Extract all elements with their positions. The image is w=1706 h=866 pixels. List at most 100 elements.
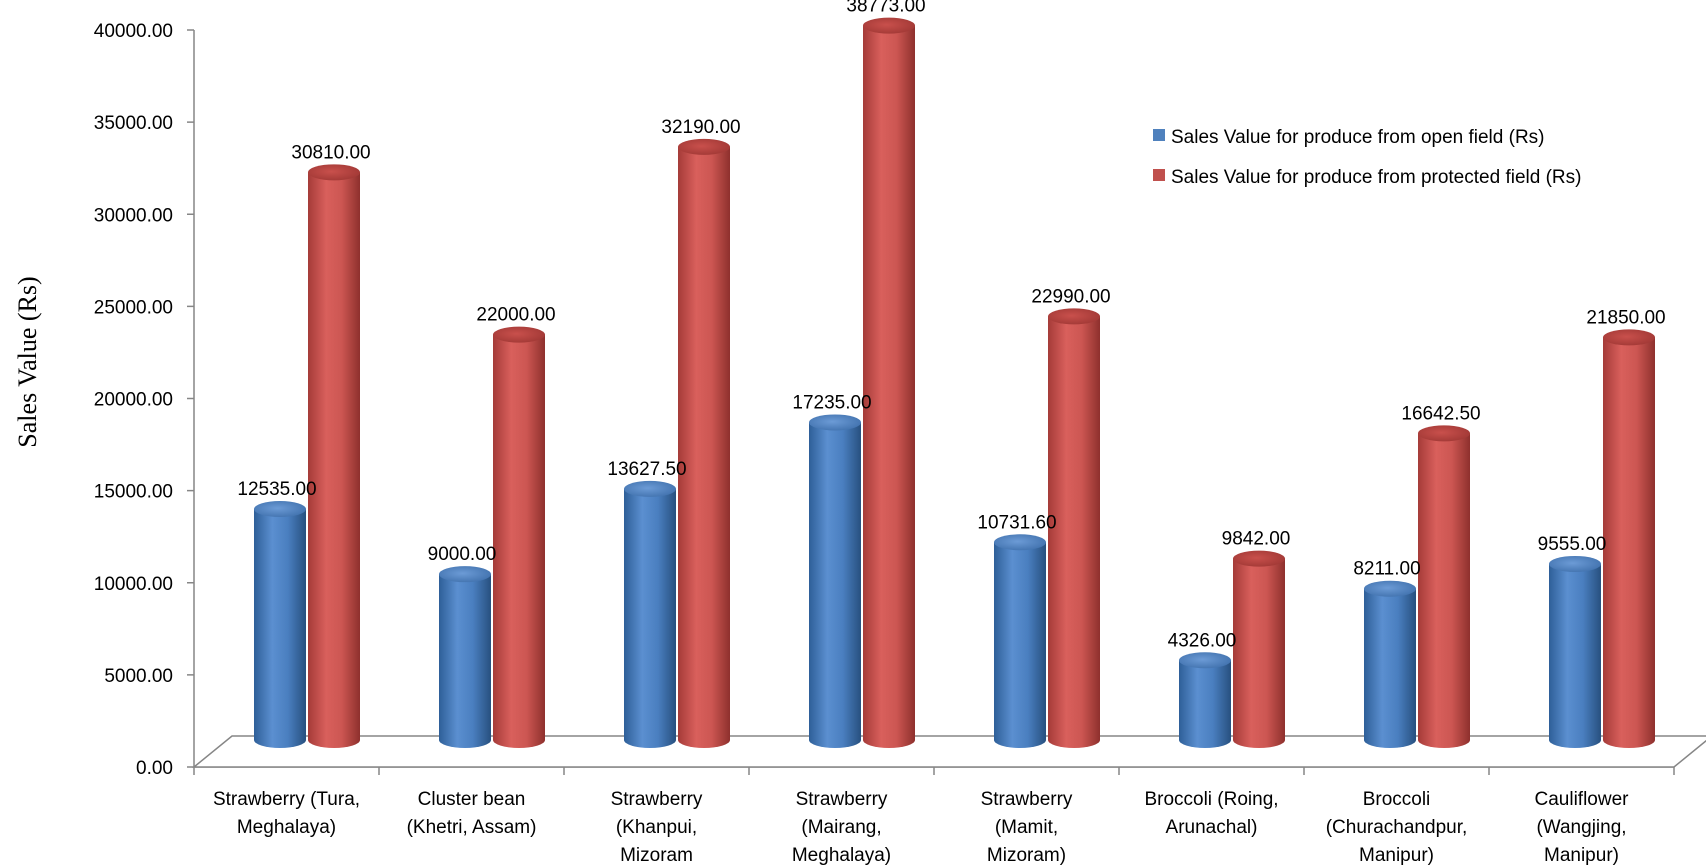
category-label-line: (Khanpui,	[616, 817, 697, 838]
data-label: 21850.00	[1586, 307, 1665, 328]
bar-cap	[439, 566, 491, 583]
data-label: 22990.00	[1031, 286, 1110, 307]
bar	[1048, 308, 1100, 748]
data-label: 16642.50	[1401, 403, 1480, 424]
category-label-line: Manipur)	[1544, 845, 1619, 866]
data-labels: 12535.00 30810.00 9000.00 22000.00 13627.50 3…	[237, 0, 1665, 651]
data-label: 38773.00	[846, 0, 925, 17]
bar-body	[809, 422, 861, 748]
bar-cap	[1364, 580, 1416, 597]
bar	[308, 164, 360, 748]
legend-label-open-field: Sales Value for produce from open field …	[1171, 127, 1545, 148]
bar-body	[678, 146, 730, 749]
category-label-line: Meghalaya)	[792, 845, 891, 866]
category-label: Strawberry (Mairang, Meghalaya)	[792, 789, 891, 866]
bar-body	[1603, 337, 1655, 748]
category-label-line: Broccoli	[1363, 789, 1431, 810]
category-label: Broccoli (Churachandpur, Manipur)	[1326, 789, 1468, 866]
bar-cap	[308, 164, 360, 181]
bar	[994, 534, 1046, 748]
bar-cap	[1179, 652, 1231, 669]
data-label: 9000.00	[428, 544, 497, 565]
y-tick-label: 25000.00	[94, 297, 173, 318]
bar-body	[308, 172, 360, 748]
category-label-line: Strawberry	[796, 789, 888, 810]
category-label-line: (Mamit,	[995, 817, 1058, 838]
bar-cap	[1048, 308, 1100, 325]
category-label-line: Strawberry	[611, 789, 703, 810]
bar-cap	[1418, 425, 1470, 442]
bar	[1233, 550, 1285, 748]
bar	[678, 138, 730, 749]
y-tick-label: 35000.00	[94, 113, 173, 134]
y-tick-label: 40000.00	[94, 21, 173, 42]
y-tick-label: 15000.00	[94, 482, 173, 503]
category-labels: Strawberry (Tura, Meghalaya) Cluster bean (…	[213, 789, 1629, 866]
bar-cap	[254, 501, 306, 518]
data-label: 9842.00	[1222, 529, 1291, 550]
y-tick-label: 10000.00	[94, 574, 173, 595]
bar-body	[493, 334, 545, 748]
bar-cap	[493, 326, 545, 343]
category-label-line: Cluster bean	[418, 789, 526, 810]
legend: Sales Value for produce from open field …	[1153, 127, 1581, 188]
category-label-line: Strawberry (Tura,	[213, 789, 360, 810]
bar-cap	[678, 138, 730, 155]
category-label-line: Meghalaya)	[237, 817, 336, 838]
bar	[1603, 329, 1655, 748]
bar-body	[994, 542, 1046, 748]
bar	[624, 480, 676, 748]
category-label: Broccoli (Roing, Arunachal)	[1144, 789, 1278, 838]
bar-cap	[994, 534, 1046, 551]
category-label-line: (Khetri, Assam)	[407, 817, 537, 838]
category-label-line: Mizoram	[620, 845, 693, 866]
category-label: Strawberry (Khanpui, Mizoram	[611, 789, 703, 866]
bar-cap	[809, 414, 861, 431]
bar-cap	[624, 480, 676, 497]
bar-body	[624, 488, 676, 748]
data-label: 12535.00	[237, 479, 316, 500]
data-label: 10731.60	[977, 512, 1056, 533]
bar-body	[1048, 316, 1100, 748]
y-tick-label: 30000.00	[94, 205, 173, 226]
bar	[863, 17, 915, 748]
bar	[1364, 580, 1416, 748]
data-label: 17235.00	[792, 392, 871, 413]
bar	[439, 566, 491, 748]
category-label-line: Strawberry	[981, 789, 1073, 810]
bar-cap	[1233, 550, 1285, 567]
bar	[254, 501, 306, 748]
floor-plane	[191, 735, 1706, 768]
category-label-line: Cauliflower	[1535, 789, 1630, 810]
y-tick-label: 0.00	[136, 758, 173, 779]
category-label: Cauliflower (Wangjing, Manipur)	[1535, 789, 1630, 866]
category-label-line: Mizoram)	[987, 845, 1066, 866]
bar	[1549, 555, 1601, 748]
legend-swatch-protected-field	[1153, 169, 1165, 181]
category-label-line: (Mairang,	[801, 817, 881, 838]
bar-body	[1549, 563, 1601, 748]
y-axis-label: Sales Value (Rs)	[13, 276, 42, 447]
data-label: 22000.00	[476, 305, 555, 326]
y-tick-label: 20000.00	[94, 390, 173, 411]
y-tick-label: 5000.00	[104, 666, 173, 687]
bar-cap	[863, 17, 915, 34]
bar-body	[1179, 660, 1231, 748]
category-label-line: Broccoli (Roing,	[1144, 789, 1278, 810]
bar-body	[439, 574, 491, 748]
bar	[493, 326, 545, 748]
data-label: 13627.50	[607, 459, 686, 480]
data-label: 9555.00	[1538, 534, 1607, 555]
category-label-line: Manipur)	[1359, 845, 1434, 866]
data-label: 32190.00	[661, 117, 740, 138]
data-label: 30810.00	[291, 142, 370, 163]
y-axis-ticks: 0.00 5000.00 10000.00 15000.00 20000.00 25000…	[94, 21, 194, 779]
bar-body	[1233, 558, 1285, 748]
bar-cap	[1549, 555, 1601, 572]
legend-swatch-open-field	[1153, 129, 1165, 141]
category-label: Strawberry (Mamit, Mizoram)	[981, 789, 1073, 866]
bar	[809, 414, 861, 748]
chart-floor	[191, 735, 1706, 768]
bar-body	[1418, 433, 1470, 748]
data-label: 8211.00	[1353, 559, 1420, 580]
